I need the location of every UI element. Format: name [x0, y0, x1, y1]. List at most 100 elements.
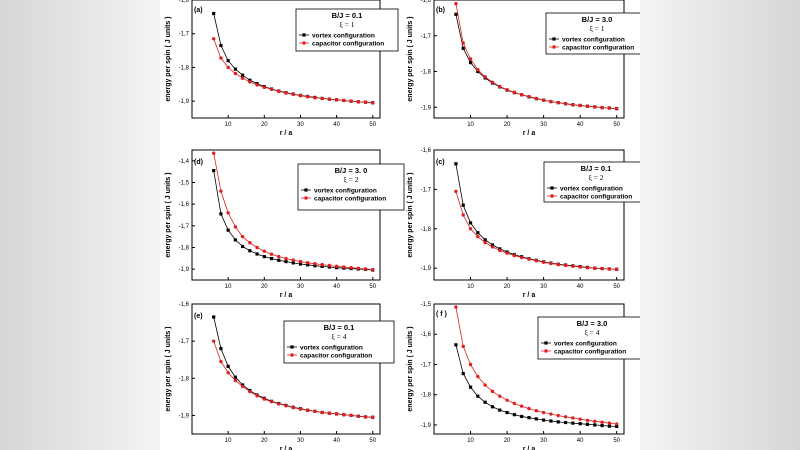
- data-point-capacitor: [211, 151, 216, 155]
- plot-frame: [433, 149, 625, 281]
- x-tick-label: 40: [577, 284, 584, 290]
- data-point-capacitor: [305, 408, 310, 412]
- x-tick-label: 50: [369, 284, 376, 290]
- data-point-capacitor: [593, 419, 597, 424]
- data-point-capacitor: [483, 383, 487, 387]
- data-point-vortex: [593, 423, 597, 427]
- data-point-capacitor: [512, 253, 517, 258]
- legend-entry: vortex configuration: [300, 344, 363, 351]
- x-tick-label: 20: [261, 284, 268, 290]
- data-point-capacitor: [585, 104, 590, 108]
- data-point-capacitor: [298, 259, 303, 264]
- data-point-capacitor: [313, 96, 317, 100]
- figure-panels: 10 20 30 40 50 -1,6 -1,7 -1,8 -1,9 r / a energy pe…: [160, 0, 640, 450]
- x-tick-label: 20: [504, 438, 511, 444]
- data-point-vortex: [219, 43, 223, 48]
- y-tick-label: -1,7: [421, 187, 432, 193]
- data-point-capacitor: [226, 211, 230, 215]
- plot-frame: [433, 0, 625, 119]
- y-tick-label: -1,7: [179, 32, 190, 38]
- data-point-vortex: [476, 69, 480, 74]
- data-point-capacitor: [541, 98, 546, 102]
- data-point-capacitor: [512, 401, 517, 406]
- data-point-capacitor: [607, 267, 612, 271]
- data-point-vortex: [233, 238, 237, 242]
- data-point-capacitor: [291, 258, 295, 262]
- legend-marker-square: [550, 186, 554, 190]
- data-point-capacitor: [342, 412, 346, 417]
- x-tick-label: 30: [540, 284, 547, 290]
- data-point-capacitor: [585, 266, 590, 270]
- data-point-capacitor: [563, 263, 568, 268]
- data-point-capacitor: [476, 234, 480, 239]
- data-point-vortex: [313, 264, 317, 268]
- y-tick-label: -1,8: [421, 393, 432, 399]
- legend: B/J = 3.0ξ = 4 vortex configurationcapaci…: [537, 316, 640, 360]
- data-point-capacitor: [527, 257, 531, 261]
- x-tick-label: 30: [540, 438, 547, 444]
- y-axis-title: energy per spin ( J units ): [165, 172, 172, 257]
- data-point-vortex: [505, 410, 509, 415]
- data-point-vortex: [607, 424, 611, 428]
- legend: B/J = 0.1ξ = 4 vortex configurationcapaci…: [283, 320, 395, 364]
- y-tick-label: -1,8: [179, 65, 190, 71]
- legend-title: B/J = 3. 0: [335, 166, 368, 175]
- plot-frame: [191, 303, 381, 435]
- legend-marker-square: [544, 341, 548, 345]
- data-point-vortex: [212, 11, 216, 16]
- data-point-capacitor: [534, 96, 539, 101]
- data-point-capacitor: [454, 189, 458, 194]
- data-point-capacitor: [269, 252, 274, 256]
- data-point-capacitor: [461, 344, 465, 349]
- legend-marker-circle: [552, 45, 556, 49]
- data-point-capacitor: [284, 256, 288, 261]
- data-point-capacitor: [298, 407, 303, 411]
- data-point-capacitor: [556, 413, 560, 418]
- data-point-capacitor: [461, 41, 465, 45]
- data-point-capacitor: [578, 103, 582, 108]
- data-point-vortex: [461, 203, 465, 207]
- data-point-capacitor: [556, 262, 560, 267]
- data-point-capacitor: [607, 106, 612, 110]
- data-point-capacitor: [371, 415, 375, 419]
- data-point-capacitor: [313, 262, 317, 266]
- data-point-vortex: [454, 162, 458, 166]
- data-point-capacitor: [468, 227, 473, 231]
- data-point-capacitor: [284, 91, 288, 95]
- legend-box: [283, 320, 395, 364]
- data-point-capacitor: [490, 80, 495, 84]
- data-point-capacitor: [468, 57, 473, 61]
- data-point-capacitor: [549, 99, 553, 104]
- y-tick-label: -1,6: [421, 332, 432, 338]
- data-point-capacitor: [468, 362, 473, 367]
- legend-entry: capacitor configuration: [300, 352, 372, 359]
- data-point-capacitor: [255, 83, 259, 87]
- data-point-vortex: [468, 60, 473, 65]
- data-point-capacitor: [505, 251, 509, 255]
- data-point-vortex: [534, 417, 538, 421]
- data-point-vortex: [549, 419, 553, 423]
- data-point-vortex: [284, 259, 288, 264]
- y-tick-label: -1,8: [421, 70, 432, 76]
- data-point-vortex: [542, 418, 546, 422]
- data-point-capacitor: [320, 262, 324, 267]
- y-tick-label: -1,6: [179, 0, 190, 4]
- data-point-capacitor: [614, 422, 619, 426]
- legend-entry: vortex configuration: [554, 340, 617, 347]
- data-point-capacitor: [342, 265, 346, 269]
- data-point-capacitor: [578, 265, 582, 269]
- data-point-vortex: [600, 423, 604, 428]
- data-point-capacitor: [342, 98, 346, 103]
- data-point-vortex: [219, 346, 223, 351]
- legend: B/J = 0.1ξ = 2 vortex configurationcapaci…: [543, 161, 640, 203]
- chart-panel-4: 10 20 30 40 50 -1,6 -1,7 -1,8 -1,9 r / a energy pe…: [407, 148, 640, 299]
- x-axis-title: r / a: [523, 130, 536, 137]
- data-point-capacitor: [363, 100, 368, 104]
- legend-xi: ξ = 2: [343, 175, 358, 184]
- data-point-capacitor: [541, 410, 546, 415]
- data-point-vortex: [255, 252, 259, 256]
- data-point-capacitor: [454, 1, 458, 6]
- data-point-capacitor: [269, 399, 274, 404]
- data-point-capacitor: [600, 266, 604, 271]
- y-tick-label: -1,6: [421, 148, 432, 154]
